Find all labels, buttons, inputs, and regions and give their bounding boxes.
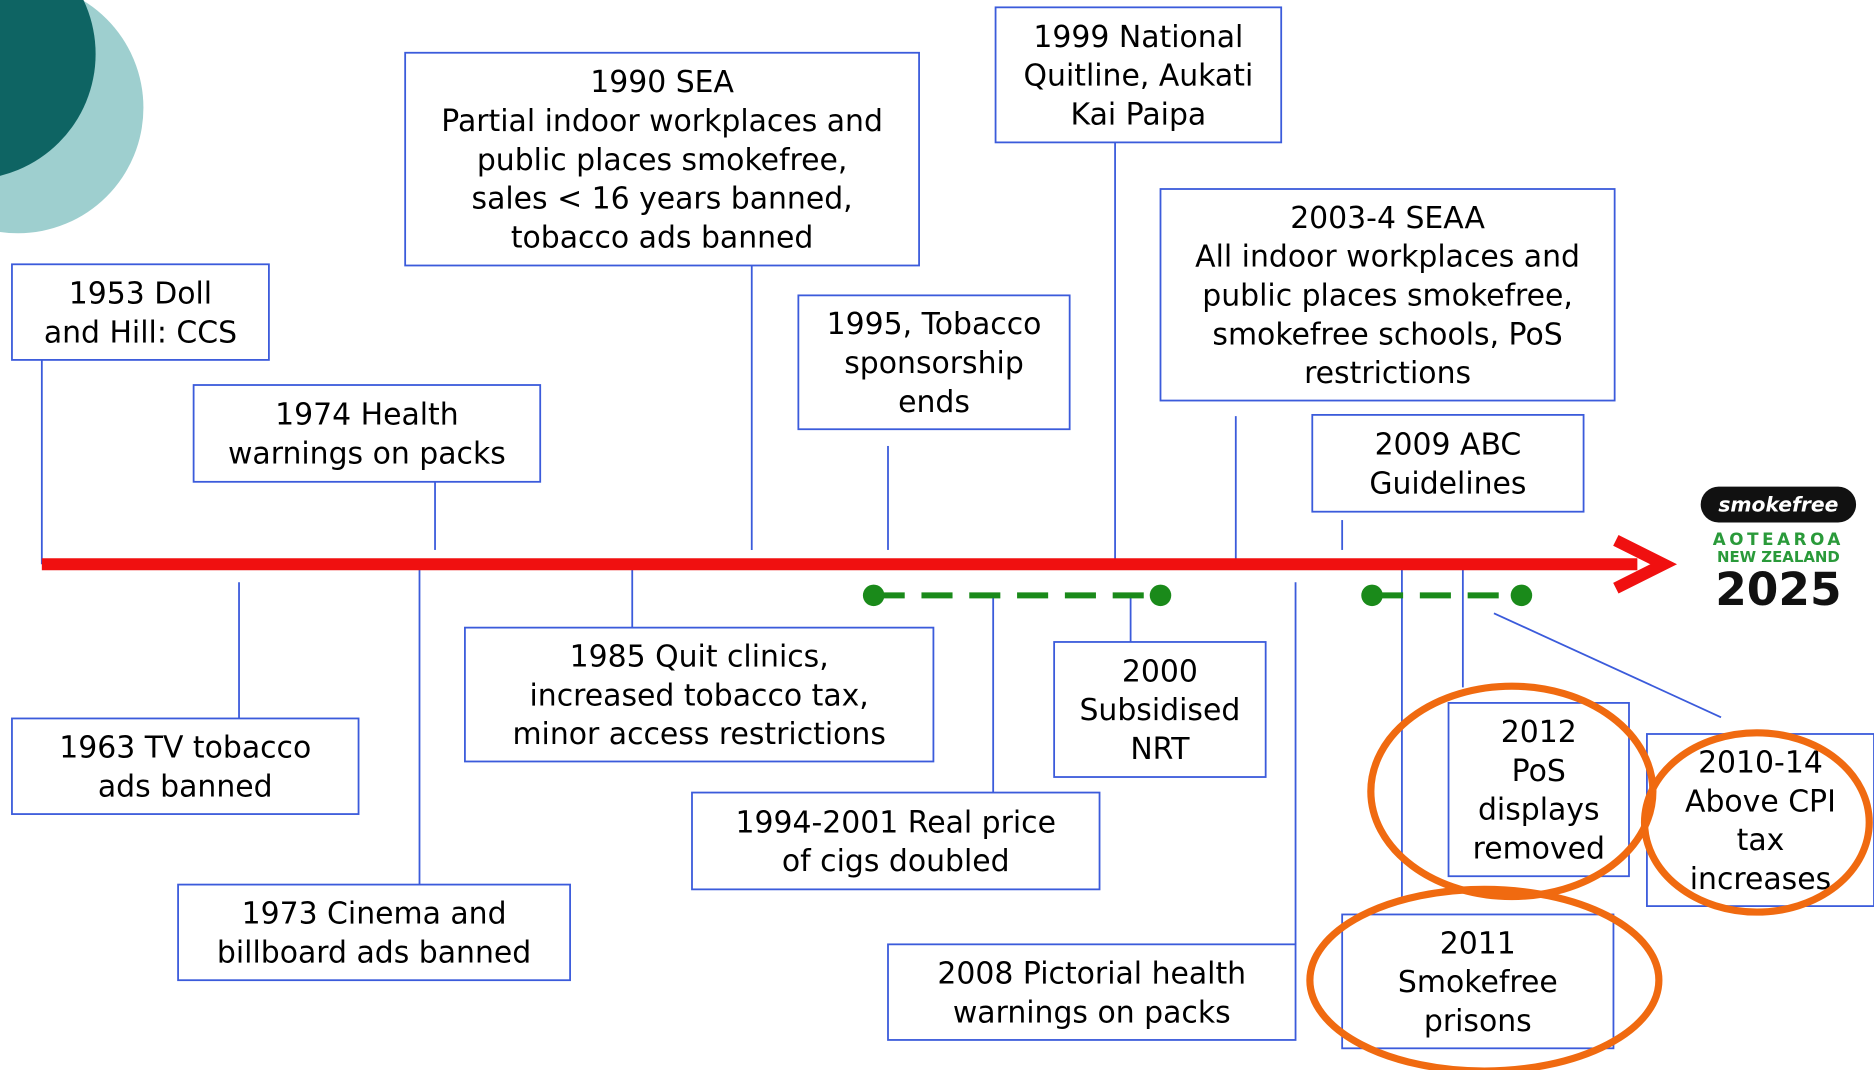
logo-region: NEW ZEALAND	[1717, 548, 1840, 566]
event-boxes: 1953 Doll and Hill: CCS 1974 Health warning…	[11, 6, 1874, 1050]
event-line: tax	[1737, 823, 1785, 858]
event-box	[1341, 913, 1615, 1050]
event-box	[887, 943, 1297, 1041]
event-line: 2010-14	[1698, 746, 1823, 781]
event-line: 1985 Quit clinics,	[570, 639, 829, 674]
event-text: 2012 PoS displays removed	[1473, 715, 1605, 867]
highlights	[1306, 682, 1873, 1070]
event-line: smokefree schools, PoS	[1212, 317, 1562, 352]
event-line: restrictions	[1304, 356, 1471, 391]
event-line: 2011	[1440, 926, 1516, 961]
event-line: Subsidised	[1079, 693, 1240, 728]
connector	[1493, 612, 1722, 719]
arrow-head	[1613, 535, 1678, 594]
event-line: 2000	[1122, 654, 1198, 689]
event-text: 2003-4 SEAA All indoor workplaces and publ…	[1195, 201, 1580, 391]
event-line: 1994-2001 Real price	[736, 805, 1056, 840]
event-box	[1311, 413, 1585, 513]
event-line: Partial indoor workplaces and	[441, 104, 883, 139]
event-line: public places smokefree,	[1202, 279, 1573, 314]
decor-circle	[0, 0, 96, 176]
event-box	[11, 717, 360, 815]
event-line: Smokefree	[1398, 965, 1558, 1000]
connectors	[40, 142, 1722, 945]
logo-pill	[1700, 486, 1857, 523]
event-text: 1973 Cinema and billboard ads banned	[217, 897, 531, 971]
event-text: 1990 SEA Partial indoor workplaces and pub…	[441, 65, 883, 255]
event-box	[192, 384, 542, 483]
event-line: 2008 Pictorial health	[937, 956, 1246, 991]
event-line: sales < 16 years banned,	[472, 182, 853, 217]
event-line: 2012	[1501, 715, 1577, 750]
event-line: Above CPI	[1685, 784, 1836, 819]
event-line: warnings on packs	[953, 995, 1231, 1030]
event-line: 1963 TV tobacco	[59, 731, 311, 766]
event-line: 1973 Cinema and	[242, 897, 507, 932]
event-box	[11, 263, 270, 361]
event-line: 1995, Tobacco	[827, 307, 1042, 342]
event-line: PoS	[1512, 754, 1566, 789]
event-line: sponsorship	[844, 346, 1024, 381]
event-line: public places smokefree,	[477, 143, 848, 178]
event-line: 1999 National	[1033, 20, 1243, 55]
event-text: 1953 Doll and Hill: CCS	[44, 276, 237, 350]
event-box	[177, 883, 571, 982]
event-box	[691, 791, 1101, 891]
event-text: 2010-14 Above CPI tax increases	[1685, 746, 1836, 898]
event-box	[404, 51, 920, 267]
event-line: minor access restrictions	[512, 717, 885, 752]
event-box	[797, 294, 1071, 431]
event-text: 2000 Subsidised NRT	[1079, 654, 1240, 767]
event-line: increased tobacco tax,	[530, 678, 869, 713]
event-line: removed	[1473, 832, 1605, 867]
event-text: 1995, Tobacco sponsorship ends	[827, 307, 1042, 420]
event-line: ends	[898, 385, 970, 420]
event-text: 1963 TV tobacco ads banned	[59, 731, 311, 805]
event-line: ads banned	[98, 769, 273, 804]
event-box	[1447, 702, 1630, 878]
event-text: 2011 Smokefree prisons	[1398, 926, 1558, 1039]
event-line: increases	[1690, 862, 1831, 897]
event-line: prisons	[1424, 1004, 1532, 1039]
period-lines	[862, 584, 1533, 607]
event-text: 1994-2001 Real price of cigs doubled	[736, 805, 1056, 879]
logo-region: AOTEAROA	[1713, 529, 1844, 549]
event-text: 1985 Quit clinics, increased tobacco tax,…	[512, 639, 885, 752]
event-line: Quitline, Aukati	[1024, 59, 1254, 94]
event-text: 1999 National Quitline, Aukati Kai Paipa	[1024, 20, 1254, 133]
event-line: 2003-4 SEAA	[1290, 201, 1485, 236]
logo-year: 2025	[1715, 563, 1841, 616]
event-box	[1159, 188, 1616, 402]
event-line: warnings on packs	[228, 437, 506, 472]
event-line: 2009 ABC	[1375, 428, 1522, 463]
event-text: 2009 ABC Guidelines	[1369, 428, 1526, 502]
event-box	[464, 626, 935, 763]
logo-brand: smokefree	[1718, 493, 1838, 517]
event-text: 2008 Pictorial health warnings on packs	[937, 956, 1246, 1030]
event-line: All indoor workplaces and	[1195, 240, 1580, 275]
event-line: displays	[1478, 793, 1600, 828]
event-line: 1990 SEA	[590, 65, 734, 100]
event-line: 1974 Health	[275, 398, 459, 433]
event-line: Kai Paipa	[1071, 97, 1207, 132]
event-box	[1053, 641, 1267, 778]
event-box	[994, 6, 1283, 144]
logo: smokefree AOTEAROA NEW ZEALAND 2025	[1700, 486, 1857, 616]
event-line: NRT	[1130, 732, 1190, 767]
event-line: 1953 Doll	[69, 276, 212, 311]
event-text: 1974 Health warnings on packs	[228, 398, 506, 472]
event-line: of cigs doubled	[782, 844, 1010, 879]
event-line: Guidelines	[1369, 466, 1526, 501]
event-line: billboard ads banned	[217, 936, 531, 971]
event-line: tobacco ads banned	[511, 221, 814, 256]
event-line: and Hill: CCS	[44, 315, 237, 350]
